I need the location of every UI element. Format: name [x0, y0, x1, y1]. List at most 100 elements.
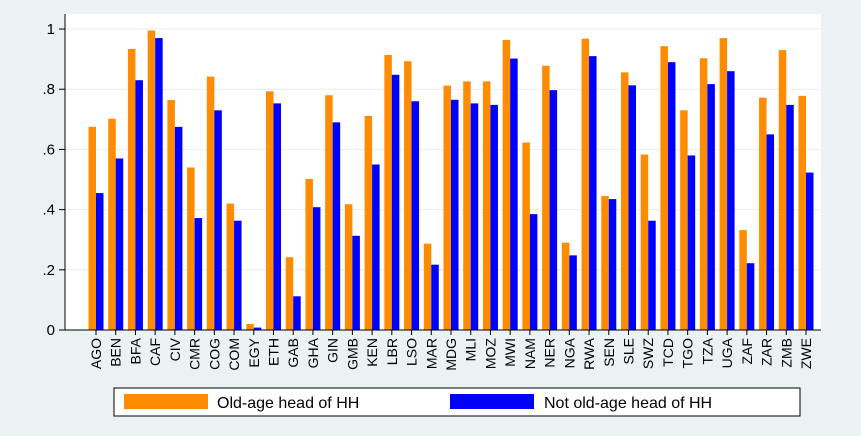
- bar-old-age-lso: [404, 61, 412, 330]
- bar-old-age-civ: [167, 100, 175, 330]
- x-tick-label-mar: MAR: [423, 338, 439, 369]
- bar-not-old-age-tcd: [667, 62, 676, 331]
- x-tick-label-nga: NGA: [561, 337, 577, 368]
- bar-not-old-age-com: [234, 220, 242, 330]
- bar-not-old-age-mdg: [451, 99, 459, 331]
- x-tick-label-swz: SWZ: [640, 338, 656, 370]
- bar-old-age-mwi: [502, 39, 511, 330]
- x-tick-label-ner: NER: [542, 338, 558, 368]
- bar-old-age-zaf: [739, 230, 747, 330]
- bar-not-old-age-nga: [569, 255, 577, 330]
- legend-swatch-not-old-age: [450, 394, 534, 409]
- y-tick-label: 1: [47, 21, 55, 38]
- bar-not-old-age-caf: [155, 38, 163, 330]
- legend: Old-age head of HH Not old-age head of H…: [113, 387, 801, 417]
- bar-old-age-com: [226, 203, 235, 330]
- x-tick-label-ken: KEN: [364, 338, 380, 367]
- bar-not-old-age-mwi: [510, 58, 518, 330]
- x-tick-label-ago: AGO: [88, 338, 104, 369]
- x-tick-label-caf: CAF: [147, 338, 163, 366]
- x-tick-label-tgo: TGO: [680, 338, 696, 368]
- bar-not-old-age-eth: [273, 103, 281, 330]
- x-tick-label-rwa: RWA: [581, 337, 597, 370]
- bar-not-old-age-cog: [214, 110, 222, 330]
- x-tick-label-zar: ZAR: [759, 338, 775, 366]
- bar-old-age-gin: [325, 95, 333, 330]
- bar-old-age-nga: [561, 242, 570, 330]
- x-tick-label-mwi: MWI: [502, 338, 518, 367]
- bar-not-old-age-tgo: [687, 155, 696, 330]
- bar-not-old-age-uga: [727, 71, 735, 331]
- bar-not-old-age-egy: [253, 327, 262, 330]
- x-tick-label-zmb: ZMB: [778, 338, 794, 368]
- bar-old-age-sle: [621, 72, 629, 330]
- bar-old-age-nam: [522, 142, 530, 330]
- x-tick-label-egy: EGY: [246, 337, 262, 367]
- x-tick-label-moz: MOZ: [482, 338, 498, 370]
- bar-old-age-gab: [285, 257, 294, 330]
- bar-old-age-egy: [246, 323, 254, 330]
- bar-old-age-zar: [759, 97, 767, 330]
- x-tick-label-mdg: MDG: [443, 338, 459, 371]
- bar-not-old-age-ner: [549, 90, 558, 330]
- bar-not-old-age-zmb: [786, 104, 794, 330]
- x-tick-label-sle: SLE: [621, 338, 637, 364]
- bar-old-age-mli: [463, 81, 471, 330]
- bar-not-old-age-civ: [174, 126, 183, 330]
- bar-old-age-cog: [206, 76, 215, 330]
- bar-old-age-bfa: [127, 48, 136, 330]
- bar-not-old-age-ago: [96, 193, 104, 330]
- bar-old-age-ben: [108, 118, 116, 330]
- bar-old-age-uga: [719, 38, 728, 330]
- bar-old-age-mdg: [443, 85, 451, 330]
- bar-old-age-ago: [88, 126, 96, 330]
- bar-not-old-age-sen: [608, 199, 617, 330]
- bar-not-old-age-lso: [411, 101, 420, 330]
- bar-old-age-ner: [542, 65, 550, 330]
- x-tick-label-mli: MLI: [463, 338, 479, 361]
- x-tick-label-bfa: BFA: [127, 337, 143, 364]
- bar-not-old-age-ben: [115, 158, 124, 330]
- bar-old-age-tcd: [660, 46, 668, 330]
- bar-not-old-age-sle: [628, 85, 636, 330]
- bar-old-age-gmb: [344, 204, 353, 330]
- x-axis-labels: AGO BEN BFA CAF CIV CMR COG COM EGY ETH GAB GHA GIN G…: [88, 330, 814, 371]
- bar-not-old-age-tza: [707, 84, 715, 331]
- bar-not-old-age-moz: [490, 104, 498, 330]
- bar-not-old-age-gin: [332, 122, 341, 330]
- bar-old-age-mar: [423, 243, 432, 330]
- bar-not-old-age-zaf: [746, 263, 755, 330]
- bar-old-age-tgo: [680, 110, 688, 330]
- y-tick-label: .8: [42, 81, 55, 98]
- bar-not-old-age-rwa: [589, 56, 597, 330]
- x-tick-label-tcd: TCD: [660, 338, 676, 367]
- bars: [88, 30, 814, 331]
- bar-not-old-age-gab: [293, 296, 301, 330]
- bar-not-old-age-zwe: [806, 172, 814, 330]
- bar-not-old-age-ken: [372, 164, 380, 330]
- bar-old-age-zwe: [798, 95, 806, 330]
- x-tick-label-tza: TZA: [699, 337, 715, 364]
- x-tick-label-lso: LSO: [404, 338, 420, 366]
- bar-not-old-age-mar: [431, 264, 439, 330]
- bar-not-old-age-cmr: [194, 218, 203, 330]
- legend-label-not-old-age: Not old-age head of HH: [544, 395, 712, 412]
- bar-old-age-swz: [640, 154, 649, 330]
- bar-old-age-cmr: [187, 167, 195, 330]
- x-tick-label-eth: ETH: [266, 338, 282, 366]
- x-tick-label-uga: UGA: [719, 337, 735, 368]
- x-tick-label-sen: SEN: [601, 338, 617, 367]
- y-tick-label: 0: [47, 322, 55, 339]
- bar-old-age-sen: [601, 196, 609, 330]
- y-tick-label: .2: [42, 262, 55, 279]
- x-tick-label-cmr: CMR: [187, 338, 203, 370]
- x-tick-label-gmb: GMB: [344, 338, 360, 370]
- x-tick-label-zaf: ZAF: [739, 338, 755, 364]
- bar-old-age-caf: [147, 30, 156, 331]
- x-tick-label-gha: GHA: [305, 337, 321, 368]
- y-axis-ticks: 0 .2 .4 .6 .8 1: [42, 21, 65, 339]
- x-tick-label-cog: COG: [206, 338, 222, 370]
- y-tick-label: .6: [42, 141, 55, 158]
- x-tick-label-gab: GAB: [285, 338, 301, 368]
